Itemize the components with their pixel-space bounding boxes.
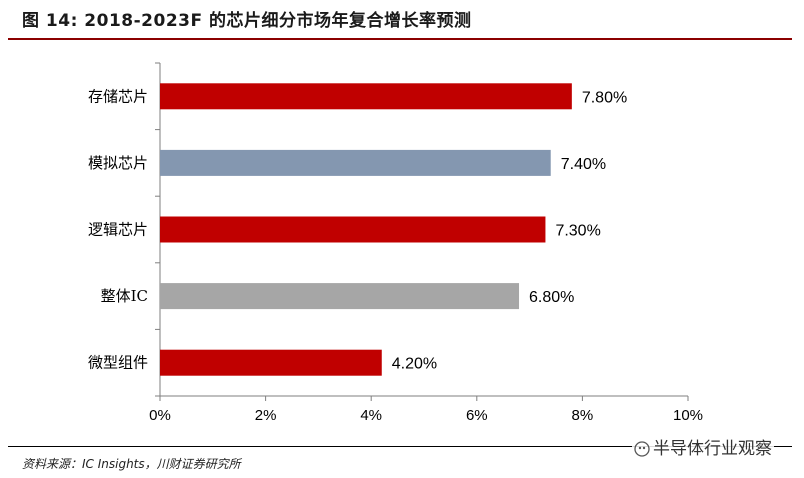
bar	[160, 83, 572, 110]
source-divider	[8, 446, 792, 447]
bar	[160, 283, 520, 310]
watermark-text: 半导体行业观察	[653, 439, 772, 459]
figure-title: 图 14: 2018-2023F 的芯片细分市场年复合增长率预测	[22, 11, 472, 31]
value-label: 7.30%	[555, 223, 600, 240]
title-divider	[8, 38, 792, 40]
x-tick-label: 2%	[255, 407, 277, 424]
value-label: 4.20%	[392, 356, 437, 373]
x-tick-label: 10%	[673, 407, 703, 424]
category-label: 模拟芯片	[88, 154, 148, 172]
value-label: 7.40%	[561, 156, 606, 173]
x-tick-label: 6%	[466, 407, 488, 424]
bar	[160, 149, 551, 176]
watermark: 半导体行业观察	[632, 434, 774, 459]
value-label: 6.80%	[529, 289, 574, 306]
category-label: 微型组件	[88, 354, 148, 372]
x-tick-label: 8%	[572, 407, 594, 424]
wechat-icon	[634, 441, 650, 457]
bar-chart: 0% 2% 4% 6% 8% 10% 存储芯片 7.80% 模拟芯片 7.40% 逻辑芯片 7.30%…	[88, 62, 703, 424]
x-tick-label: 0%	[149, 407, 171, 424]
category-label: 存储芯片	[88, 87, 148, 105]
value-label: 7.80%	[582, 89, 627, 106]
bar	[160, 349, 382, 376]
x-tick-label: 4%	[360, 407, 382, 424]
source-note: 资料来源：IC Insights，川财证券研究所	[22, 457, 241, 471]
category-label: 整体IC	[101, 287, 148, 305]
category-label: 逻辑芯片	[88, 221, 148, 239]
bar	[160, 216, 546, 243]
